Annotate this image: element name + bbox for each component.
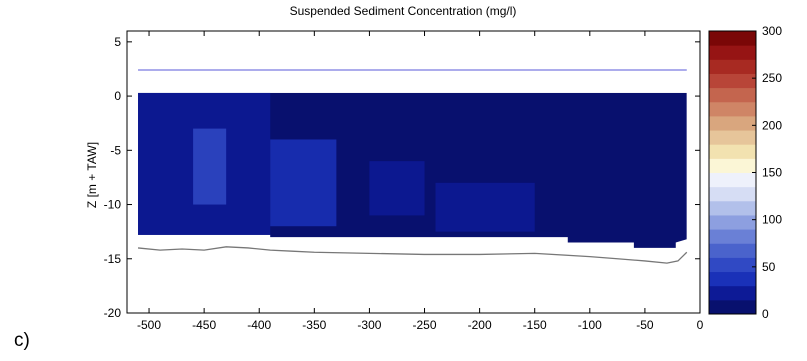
chart-title: Suspended Sediment Concentration (mg/l) [290, 4, 517, 18]
colorbar-swatch [709, 214, 756, 230]
colorbar-swatch [709, 186, 756, 202]
colorbar-swatch [709, 101, 756, 117]
x-tick-label: -200 [468, 318, 492, 332]
colorbar-swatch [709, 271, 756, 287]
colorbar-tick-label: 250 [762, 71, 782, 85]
x-tick-label: 0 [697, 318, 704, 332]
colorbar-tick-label: 150 [762, 166, 782, 180]
y-tick-label: 5 [114, 35, 121, 49]
y-tick-label: -10 [104, 198, 122, 212]
panel-label: c) [14, 330, 30, 351]
y-tick-label: -20 [104, 306, 122, 320]
x-tick-label: -250 [413, 318, 437, 332]
colorbar-tick-label: 300 [762, 24, 782, 38]
colorbar-swatch [709, 59, 756, 74]
colorbar-swatch [709, 200, 756, 216]
x-tick-label: -350 [302, 318, 326, 332]
colorbar-swatch [709, 115, 756, 131]
heatmap-field [138, 92, 687, 248]
profile-lines [137, 69, 688, 264]
colorbar: 0 50 100 150 200 250 300 [708, 24, 782, 321]
x-tick-label: -300 [357, 318, 381, 332]
colorbar-swatch [709, 229, 756, 244]
colorbar-swatch [709, 144, 756, 159]
colorbar-swatch [709, 299, 756, 315]
colorbar-swatch [709, 158, 756, 173]
y-tick-label: -5 [110, 143, 121, 157]
colorbar-tick-label: 0 [762, 307, 769, 321]
heatmap-cell-4 [435, 182, 535, 232]
heatmap-cell-2 [270, 139, 337, 227]
y-tick-label: 0 [114, 89, 121, 103]
colorbar-swatch [709, 243, 756, 258]
colorbar-swatches [709, 31, 756, 315]
colorbar-tick-label: 100 [762, 213, 782, 227]
x-tick-label: -500 [137, 318, 161, 332]
colorbar-swatch [709, 257, 756, 273]
colorbar-swatch [709, 130, 756, 145]
colorbar-ticks: 0 50 100 150 200 250 300 [752, 24, 782, 321]
colorbar-swatch [709, 31, 756, 46]
x-tick-label: -50 [636, 318, 654, 332]
y-axis-label: Z [m + TAW] [85, 142, 99, 208]
colorbar-swatch [709, 45, 756, 60]
bed-profile-line [137, 246, 688, 264]
y-tick-label: -15 [104, 252, 122, 266]
x-tick-label: -400 [247, 318, 271, 332]
colorbar-swatch [709, 87, 756, 103]
colorbar-swatch [709, 285, 756, 301]
heatmap-cell-3 [369, 161, 425, 216]
x-tick-label: -150 [523, 318, 547, 332]
colorbar-swatch [709, 73, 756, 89]
axis-ticks: -500 -450 -400 -350 -300 -250 -200 -150 -100 -50 0… [104, 31, 704, 332]
plot-area: -500 -450 -400 -350 -300 -250 -200 -150 -100 -50 0… [104, 30, 704, 332]
x-tick-label: -100 [578, 318, 602, 332]
colorbar-tick-label: 200 [762, 118, 782, 132]
heatmap-cell-1 [193, 128, 227, 205]
colorbar-tick-label: 50 [762, 260, 776, 274]
colorbar-swatch [709, 172, 756, 188]
x-tick-label: -450 [192, 318, 216, 332]
